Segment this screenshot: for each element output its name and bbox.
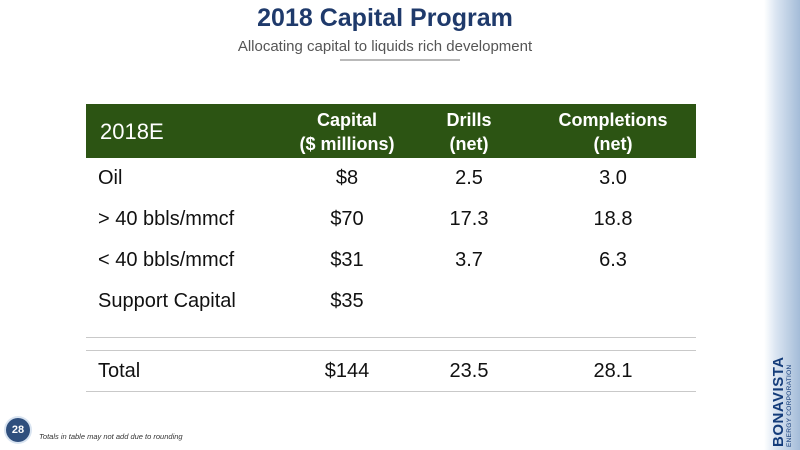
header-label-2018e: 2018E: [100, 119, 164, 144]
total-capital: $144: [324, 360, 370, 382]
row-drills: 3.7: [455, 249, 483, 271]
company-logo: BONAVISTA ENERGY CORPORATION: [767, 356, 799, 447]
row-label: Oil: [98, 167, 123, 189]
table-row: Support Capital $35: [86, 281, 696, 322]
table-divider: [86, 337, 696, 338]
header-completions-line1: Completions: [558, 110, 668, 130]
table-row-total: Total $144 23.5 28.1: [86, 351, 696, 392]
total-drills: 23.5: [449, 360, 489, 382]
row-capital: $70: [330, 208, 364, 230]
row-label: Support Capital: [98, 290, 236, 312]
header-completions: Completions (net): [538, 108, 688, 156]
row-completions: 18.8: [593, 208, 633, 230]
row-label: > 40 bbls/mmcf: [98, 208, 235, 230]
row-drills: 2.5: [455, 167, 483, 189]
header-drills: Drills (net): [429, 108, 509, 156]
row-capital: $35: [330, 290, 364, 312]
table-row: < 40 bbls/mmcf $31 3.7 6.3: [86, 240, 696, 281]
logo-wordmark: BONAVISTA: [770, 356, 787, 447]
header-completions-line2: (net): [593, 134, 633, 154]
row-drills: 17.3: [449, 208, 489, 230]
table-row: Oil $8 2.5 3.0: [86, 158, 696, 199]
row-label: < 40 bbls/mmcf: [98, 249, 235, 271]
row-capital: $31: [330, 249, 364, 271]
total-label: Total: [98, 360, 141, 382]
footnote: Totals in table may not add due to round…: [39, 432, 183, 441]
subtitle-underline: [340, 59, 460, 61]
logo-tagline: ENERGY CORPORATION: [786, 364, 793, 447]
row-completions: 3.0: [599, 167, 627, 189]
header-drills-line2: (net): [449, 134, 489, 154]
slide-subtitle: Allocating capital to liquids rich devel…: [237, 38, 533, 55]
table-row: > 40 bbls/mmcf $70 17.3 18.8: [86, 199, 696, 240]
total-completions: 28.1: [593, 360, 633, 382]
row-capital: $8: [335, 167, 359, 189]
page-number-badge: 28: [6, 418, 30, 442]
header-capital: Capital ($ millions): [282, 108, 412, 156]
header-capital-line2: ($ millions): [299, 134, 395, 154]
table-divider: [86, 350, 696, 351]
header-capital-line1: Capital: [316, 110, 377, 130]
row-completions: 6.3: [599, 249, 627, 271]
header-drills-line1: Drills: [446, 110, 492, 130]
table-header: 2018E Capital ($ millions) Drills (net) …: [86, 104, 696, 158]
right-gradient-bar: [764, 0, 800, 450]
capital-table: 2018E Capital ($ millions) Drills (net) …: [86, 104, 696, 392]
slide-title: 2018 Capital Program: [257, 4, 513, 32]
